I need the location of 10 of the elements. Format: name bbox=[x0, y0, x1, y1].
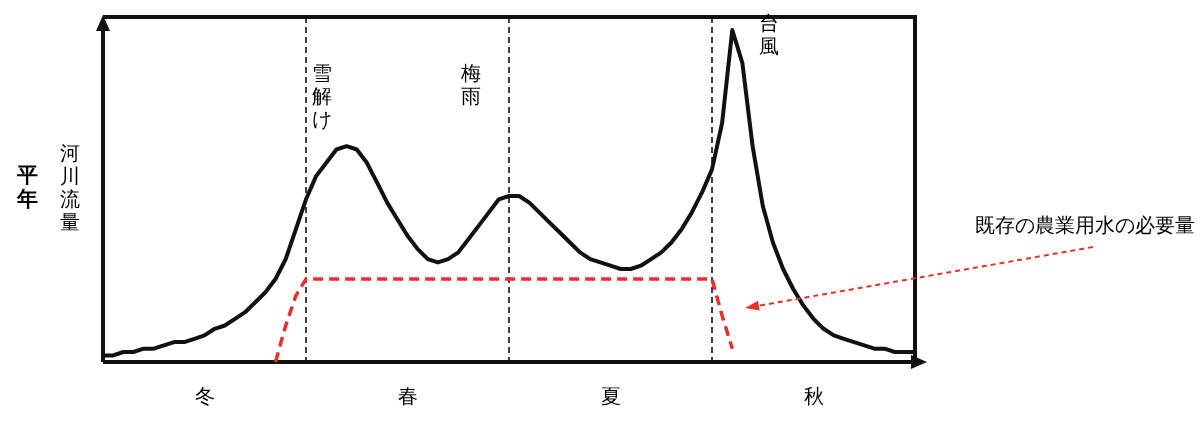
text: 春 bbox=[397, 384, 418, 408]
event-label: 雪解け bbox=[312, 61, 332, 131]
event-label: 台風 bbox=[759, 11, 779, 58]
text: 夏 bbox=[600, 384, 621, 408]
ylabel: 河川流量 bbox=[60, 141, 80, 234]
event-label: 梅雨 bbox=[461, 61, 481, 108]
text: 秋 bbox=[803, 384, 824, 408]
text: 既存の農業用水の必要量 bbox=[975, 213, 1195, 237]
text: 冬 bbox=[194, 384, 215, 408]
title: 平年 bbox=[16, 163, 38, 212]
